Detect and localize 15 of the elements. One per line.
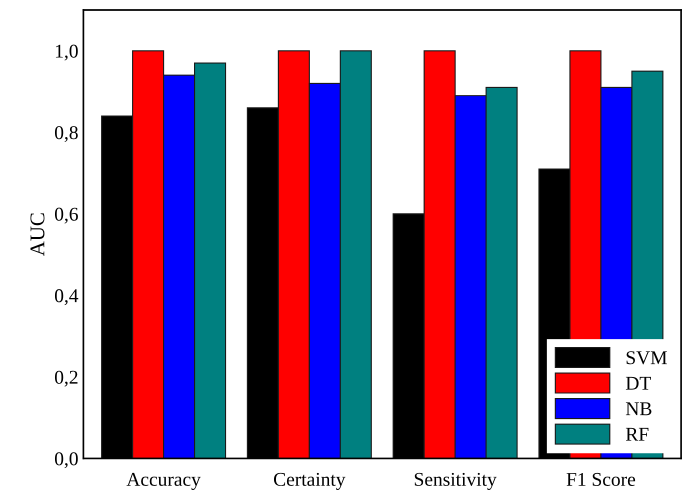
x-tick-label: Certainty [274, 472, 346, 490]
x-tick-label: Sensitivity [414, 472, 497, 490]
x-tick-label: Accuracy [126, 472, 201, 490]
y-tick-label: 0,0 [54, 452, 78, 468]
y-tick-label: 1,0 [56, 44, 78, 61]
legend-label: RF [626, 428, 648, 441]
y-tick-label: 0,2 [54, 370, 78, 387]
legend-label: NB [626, 402, 652, 416]
y-tick-label: 0,8 [54, 126, 78, 142]
x-tick-label: F1 Score [566, 472, 636, 486]
y-tick-label: 0,4 [54, 289, 78, 306]
legend-label: DT [626, 376, 651, 390]
legend-label: SVM [626, 351, 667, 364]
y-axis-title: AUC [30, 213, 44, 256]
y-tick-label: 0,6 [54, 208, 78, 224]
